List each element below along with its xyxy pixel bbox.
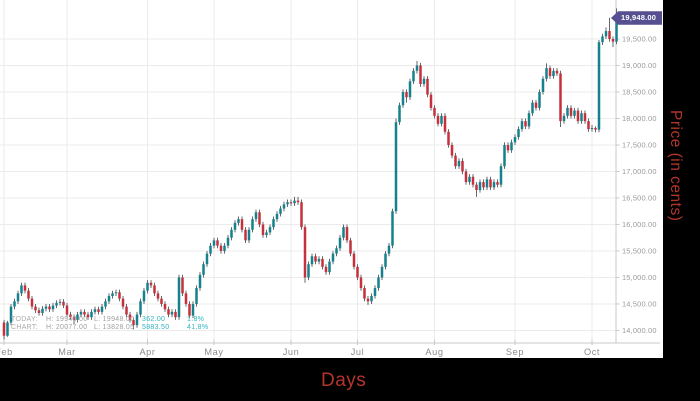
chart-label: CHART: (11, 324, 38, 331)
svg-text:17,500.00: 17,500.00 (622, 141, 657, 150)
today-change: 362.00 (142, 316, 166, 323)
svg-text:Oct: Oct (584, 347, 600, 357)
svg-text:14,500.00: 14,500.00 (622, 300, 657, 309)
svg-text:May: May (204, 347, 223, 357)
svg-text:Feb: Feb (0, 347, 13, 357)
chart-panel: 19,500.00 19,000.00 18,500.00 18,000.00 17,5… (0, 0, 663, 358)
last-price-tag: 19,948.00 (611, 11, 662, 25)
svg-text:18,500.00: 18,500.00 (622, 88, 657, 97)
svg-text:Jul: Jul (351, 347, 365, 357)
chart-high: H: 20077.00 (46, 324, 88, 331)
y-axis-title: Price (in cents) (667, 110, 684, 222)
svg-text:18,000.00: 18,000.00 (622, 114, 657, 123)
chart-range-pct: 41.8% (187, 324, 209, 331)
x-axis-title: Days (321, 370, 367, 391)
svg-text:Apr: Apr (139, 347, 155, 357)
svg-text:15,000.00: 15,000.00 (622, 273, 657, 282)
svg-text:Mar: Mar (58, 347, 76, 357)
svg-text:16,000.00: 16,000.00 (622, 220, 657, 229)
candles (2, 8, 618, 340)
stats-legend: TODAY: H: 19948.00 L: 19948.00 362.00 1.8% C… (11, 316, 208, 332)
svg-text:19,500.00: 19,500.00 (622, 35, 657, 44)
today-stats-row: TODAY: H: 19948.00 L: 19948.00 362.00 1.8% (11, 316, 208, 324)
svg-text:Sep: Sep (506, 347, 524, 357)
chart-stats-row: CHART: H: 20077.00 L: 13828.05 5883.50 41.8% (11, 324, 208, 332)
svg-text:14,000.00: 14,000.00 (622, 326, 657, 335)
svg-text:Jun: Jun (283, 347, 300, 357)
chart-range: 5883.50 (142, 324, 170, 331)
today-label: TODAY: (11, 316, 38, 323)
svg-text:16,500.00: 16,500.00 (622, 194, 657, 203)
candlestick-chart[interactable]: 19,500.00 19,000.00 18,500.00 18,000.00 17,5… (0, 0, 663, 358)
today-low: L: 19948.00 (94, 316, 135, 323)
gridlines (0, 0, 616, 343)
today-change-pct: 1.8% (187, 316, 205, 323)
today-high: H: 19948.00 (46, 316, 88, 323)
axes: 19,500.00 19,000.00 18,500.00 18,000.00 17,5… (0, 0, 660, 357)
svg-text:Aug: Aug (425, 347, 443, 357)
svg-text:17,000.00: 17,000.00 (622, 167, 657, 176)
chart-low: L: 13828.05 (94, 324, 135, 331)
svg-text:19,000.00: 19,000.00 (622, 61, 657, 70)
svg-text:15,500.00: 15,500.00 (622, 247, 657, 256)
